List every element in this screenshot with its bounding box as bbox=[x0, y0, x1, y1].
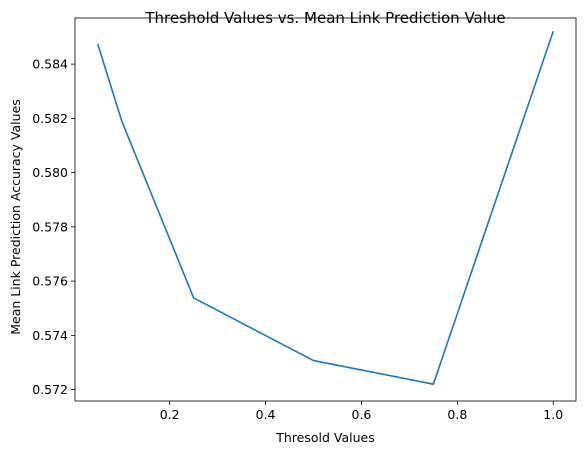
x-axis-title: Thresold Values bbox=[275, 430, 375, 445]
axes-frame bbox=[74, 17, 577, 402]
series-line bbox=[97, 31, 554, 385]
x-tick-label: 1.0 bbox=[543, 407, 563, 422]
y-tick-label: 0.574 bbox=[32, 328, 68, 343]
x-tick-label: 0.6 bbox=[352, 407, 372, 422]
y-tick-label: 0.584 bbox=[32, 57, 68, 72]
y-tick-label: 0.580 bbox=[32, 165, 68, 180]
x-tick-label: 0.2 bbox=[160, 407, 180, 422]
x-tick-label: 0.4 bbox=[256, 407, 276, 422]
series-layer bbox=[97, 31, 554, 385]
x-axis: 0.2 0.4 0.6 0.8 1.0 bbox=[160, 401, 563, 422]
y-tick-label: 0.576 bbox=[32, 274, 68, 289]
plot-area bbox=[74, 17, 577, 402]
y-tick-label: 0.572 bbox=[32, 382, 68, 397]
y-tick-label: 0.582 bbox=[32, 111, 68, 126]
x-tick-label: 0.8 bbox=[447, 407, 467, 422]
y-tick-label: 0.578 bbox=[32, 219, 68, 234]
y-axis-title: Mean Link Prediction Accuracy Values bbox=[8, 99, 23, 335]
y-axis: 0.572 0.574 0.576 0.578 0.580 0.582 0.584 bbox=[32, 57, 75, 397]
